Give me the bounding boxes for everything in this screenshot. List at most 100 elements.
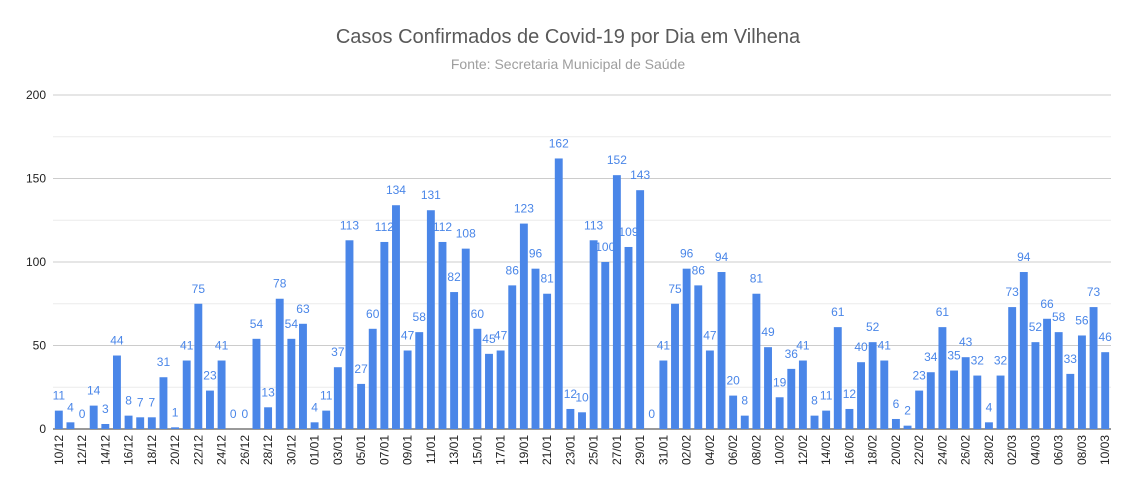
data-label: 60 [471,307,485,321]
bar [1043,318,1052,429]
data-label: 34 [924,350,938,364]
data-label: 11 [53,389,66,403]
x-tick-label: 06/02 [726,435,740,465]
bar [740,415,749,429]
data-label: 75 [668,282,682,296]
data-label: 96 [529,247,543,261]
x-tick-label: 28/02 [982,435,996,465]
data-label: 11 [820,389,833,403]
data-label: 8 [125,394,132,408]
bar [1031,342,1040,429]
data-label: 113 [340,218,359,232]
data-label: 12 [843,387,857,401]
bar [1089,307,1098,429]
data-label: 123 [514,202,534,216]
data-label: 82 [447,270,461,284]
bar [519,223,528,429]
y-tick-label: 200 [26,88,46,102]
data-label: 73 [1005,285,1019,299]
x-tick-label: 14/02 [819,435,833,465]
data-label: 61 [936,305,950,319]
data-label: 41 [215,339,229,353]
x-tick-label: 08/03 [1075,435,1089,465]
bar [1101,352,1110,429]
x-tick-label: 03/01 [331,435,345,465]
x-tick-label: 27/01 [610,435,624,465]
data-label: 52 [866,320,880,334]
x-tick-label: 01/01 [308,435,322,465]
x-tick-label: 04/03 [1028,435,1042,465]
x-tick-label: 21/01 [540,435,554,465]
x-tick-label: 11/01 [424,435,438,464]
bar [659,360,668,429]
data-label: 32 [971,354,985,368]
data-label: 7 [137,395,144,409]
bar [857,362,865,429]
data-label: 52 [1029,320,1043,334]
x-tick-label: 09/01 [401,435,415,465]
bar [89,405,98,429]
data-label: 35 [947,349,961,363]
data-label: 14 [87,384,101,398]
bar [938,327,947,429]
bar [694,285,703,429]
data-label: 7 [148,395,155,409]
data-label: 10 [575,390,589,404]
bar [252,338,261,429]
bar [112,355,121,429]
data-label: 37 [331,345,345,359]
x-tick-label: 15/01 [470,435,484,465]
x-tick-label: 12/12 [75,435,89,465]
data-label: 86 [506,263,520,277]
bar [554,158,563,429]
bar [136,417,145,429]
x-tick-label: 10/02 [773,435,787,465]
data-label: 4 [311,400,318,414]
x-tick-label: 26/02 [959,435,973,465]
data-label: 61 [831,305,845,319]
chart-title: Casos Confirmados de Covid-19 por Dia em… [335,26,801,48]
bar [880,360,889,429]
bar [798,360,807,429]
bar [1066,373,1075,429]
x-tick-label: 17/01 [494,435,508,465]
x-tick-label: 16/02 [842,435,856,465]
data-label: 2 [904,404,911,418]
data-label: 46 [1099,330,1113,344]
bar [1019,272,1028,429]
x-tick-label: 20/12 [168,435,182,465]
x-tick-label: 22/02 [912,435,926,465]
data-label: 8 [811,394,818,408]
x-tick-label: 18/02 [866,435,880,465]
data-label: 112 [375,220,394,234]
data-label: 58 [1052,310,1066,324]
data-label: 36 [785,347,799,361]
data-label: 112 [433,220,452,234]
y-tick-label: 150 [26,172,46,186]
bar [450,292,459,429]
bar [287,338,296,429]
bar [171,427,180,429]
bar [1054,332,1063,429]
data-label: 32 [994,354,1008,368]
bar [612,175,621,429]
bar [822,410,831,429]
bar [357,383,366,429]
bar [124,415,133,429]
bar [322,410,331,429]
bar [217,360,226,429]
bar [903,425,912,429]
bar [729,395,738,429]
bar [624,246,633,429]
data-label: 0 [79,407,86,421]
data-label: 0 [241,407,248,421]
x-tick-label: 24/12 [215,435,229,465]
bar [543,293,552,429]
x-tick-label: 10/03 [1098,435,1112,465]
data-label: 131 [421,188,441,202]
data-label: 58 [413,310,427,324]
data-label: 33 [1064,352,1078,366]
bar [194,303,203,429]
